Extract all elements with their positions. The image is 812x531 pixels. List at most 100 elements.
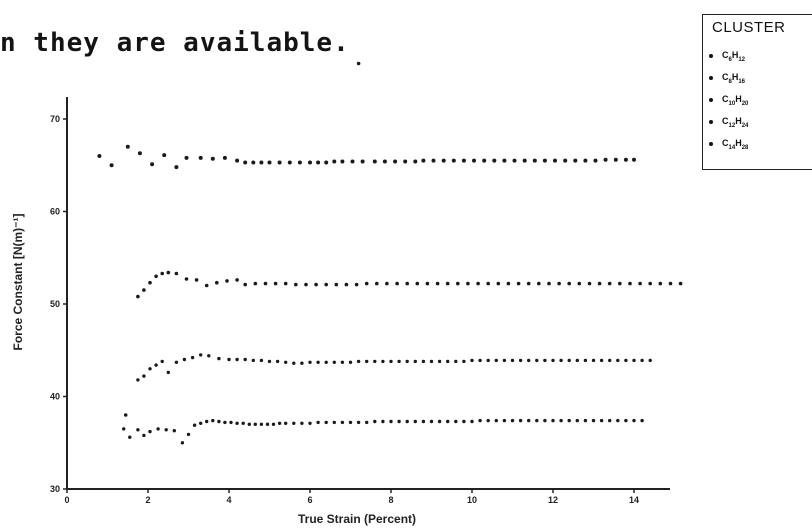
data-point bbox=[294, 282, 298, 287]
data-point bbox=[308, 160, 312, 165]
data-point bbox=[591, 418, 596, 423]
data-point bbox=[573, 158, 578, 163]
data-point bbox=[628, 281, 632, 286]
data-point bbox=[259, 160, 264, 165]
data-point bbox=[365, 420, 369, 425]
data-point bbox=[354, 282, 359, 287]
data-point bbox=[413, 359, 417, 364]
legend-element: H bbox=[735, 137, 742, 148]
data-point bbox=[382, 159, 387, 164]
data-point bbox=[632, 157, 636, 162]
data-point bbox=[350, 159, 355, 164]
data-point bbox=[136, 428, 140, 432]
data-point bbox=[403, 159, 408, 164]
data-point bbox=[259, 358, 264, 363]
data-point bbox=[535, 418, 539, 423]
data-point bbox=[166, 270, 171, 275]
data-point bbox=[235, 158, 240, 163]
legend-marker-icon bbox=[709, 142, 713, 146]
data-point bbox=[154, 274, 158, 279]
data-point bbox=[271, 422, 276, 426]
data-point bbox=[275, 359, 280, 364]
data-point bbox=[243, 160, 248, 165]
data-point bbox=[174, 165, 179, 170]
data-point bbox=[516, 281, 521, 286]
data-point bbox=[128, 435, 132, 439]
data-point bbox=[182, 357, 187, 362]
x-tick-label: 14 bbox=[629, 495, 639, 505]
data-point bbox=[431, 158, 436, 163]
data-point bbox=[522, 158, 527, 163]
data-point bbox=[273, 281, 278, 286]
data-point bbox=[512, 158, 517, 163]
data-point bbox=[405, 419, 409, 424]
data-point bbox=[668, 281, 673, 286]
data-point bbox=[324, 420, 328, 425]
data-point bbox=[623, 157, 628, 162]
legend-subscript: 6 bbox=[728, 56, 732, 63]
data-point bbox=[356, 359, 361, 364]
data-point bbox=[425, 281, 430, 286]
data-point bbox=[308, 360, 312, 364]
data-point bbox=[314, 282, 318, 287]
data-point bbox=[470, 419, 474, 424]
data-point bbox=[292, 421, 296, 425]
data-point bbox=[180, 441, 185, 445]
data-point bbox=[199, 353, 203, 357]
data-point bbox=[136, 294, 140, 299]
data-point bbox=[205, 419, 209, 424]
data-point bbox=[640, 418, 644, 423]
data-point bbox=[543, 358, 547, 363]
data-point bbox=[658, 281, 663, 286]
data-point bbox=[373, 419, 377, 424]
data-point bbox=[559, 418, 563, 423]
legend-element: H bbox=[735, 93, 742, 104]
legend-entry: C12H24 bbox=[709, 113, 748, 131]
data-point bbox=[150, 162, 155, 167]
x-ticks: 0 2 4 6 8 10 12 14 bbox=[64, 489, 639, 505]
x-tick-label: 12 bbox=[548, 495, 558, 505]
data-point bbox=[243, 357, 247, 362]
y-tick-label: 50 bbox=[50, 299, 60, 309]
data-point bbox=[437, 359, 442, 364]
data-point bbox=[577, 281, 582, 286]
data-point bbox=[608, 418, 612, 423]
data-point bbox=[160, 359, 164, 364]
data-point bbox=[198, 155, 203, 160]
legend-label: C10H20 bbox=[722, 94, 748, 107]
data-point bbox=[567, 418, 571, 423]
data-point bbox=[648, 281, 652, 286]
x-tick-label: 8 bbox=[388, 495, 393, 505]
data-point bbox=[405, 281, 410, 286]
legend-element: H bbox=[731, 49, 739, 60]
data-point bbox=[632, 418, 636, 423]
legend-subscript: 12 bbox=[728, 122, 736, 129]
data-point bbox=[542, 158, 547, 163]
data-point bbox=[267, 359, 272, 364]
legend-subscript: 16 bbox=[738, 78, 746, 85]
data-point bbox=[405, 359, 409, 364]
data-point bbox=[253, 422, 257, 426]
data-point bbox=[148, 367, 152, 371]
data-point bbox=[648, 358, 652, 363]
data-point bbox=[551, 418, 555, 423]
data-point bbox=[253, 281, 258, 286]
data-point bbox=[164, 428, 168, 432]
data-point bbox=[397, 359, 401, 364]
data-point bbox=[348, 420, 353, 425]
data-point bbox=[251, 358, 255, 363]
data-point bbox=[385, 281, 389, 286]
data-point bbox=[421, 359, 426, 364]
data-point bbox=[547, 281, 551, 286]
data-point bbox=[137, 151, 142, 156]
data-point bbox=[356, 420, 361, 425]
data-point bbox=[496, 281, 501, 286]
y-tick-label: 40 bbox=[50, 392, 60, 402]
data-point bbox=[223, 420, 227, 425]
data-point bbox=[174, 271, 179, 276]
data-point bbox=[553, 158, 557, 163]
data-point bbox=[251, 160, 256, 165]
data-point bbox=[502, 418, 507, 423]
data-point bbox=[551, 358, 555, 363]
data-point bbox=[125, 144, 130, 149]
